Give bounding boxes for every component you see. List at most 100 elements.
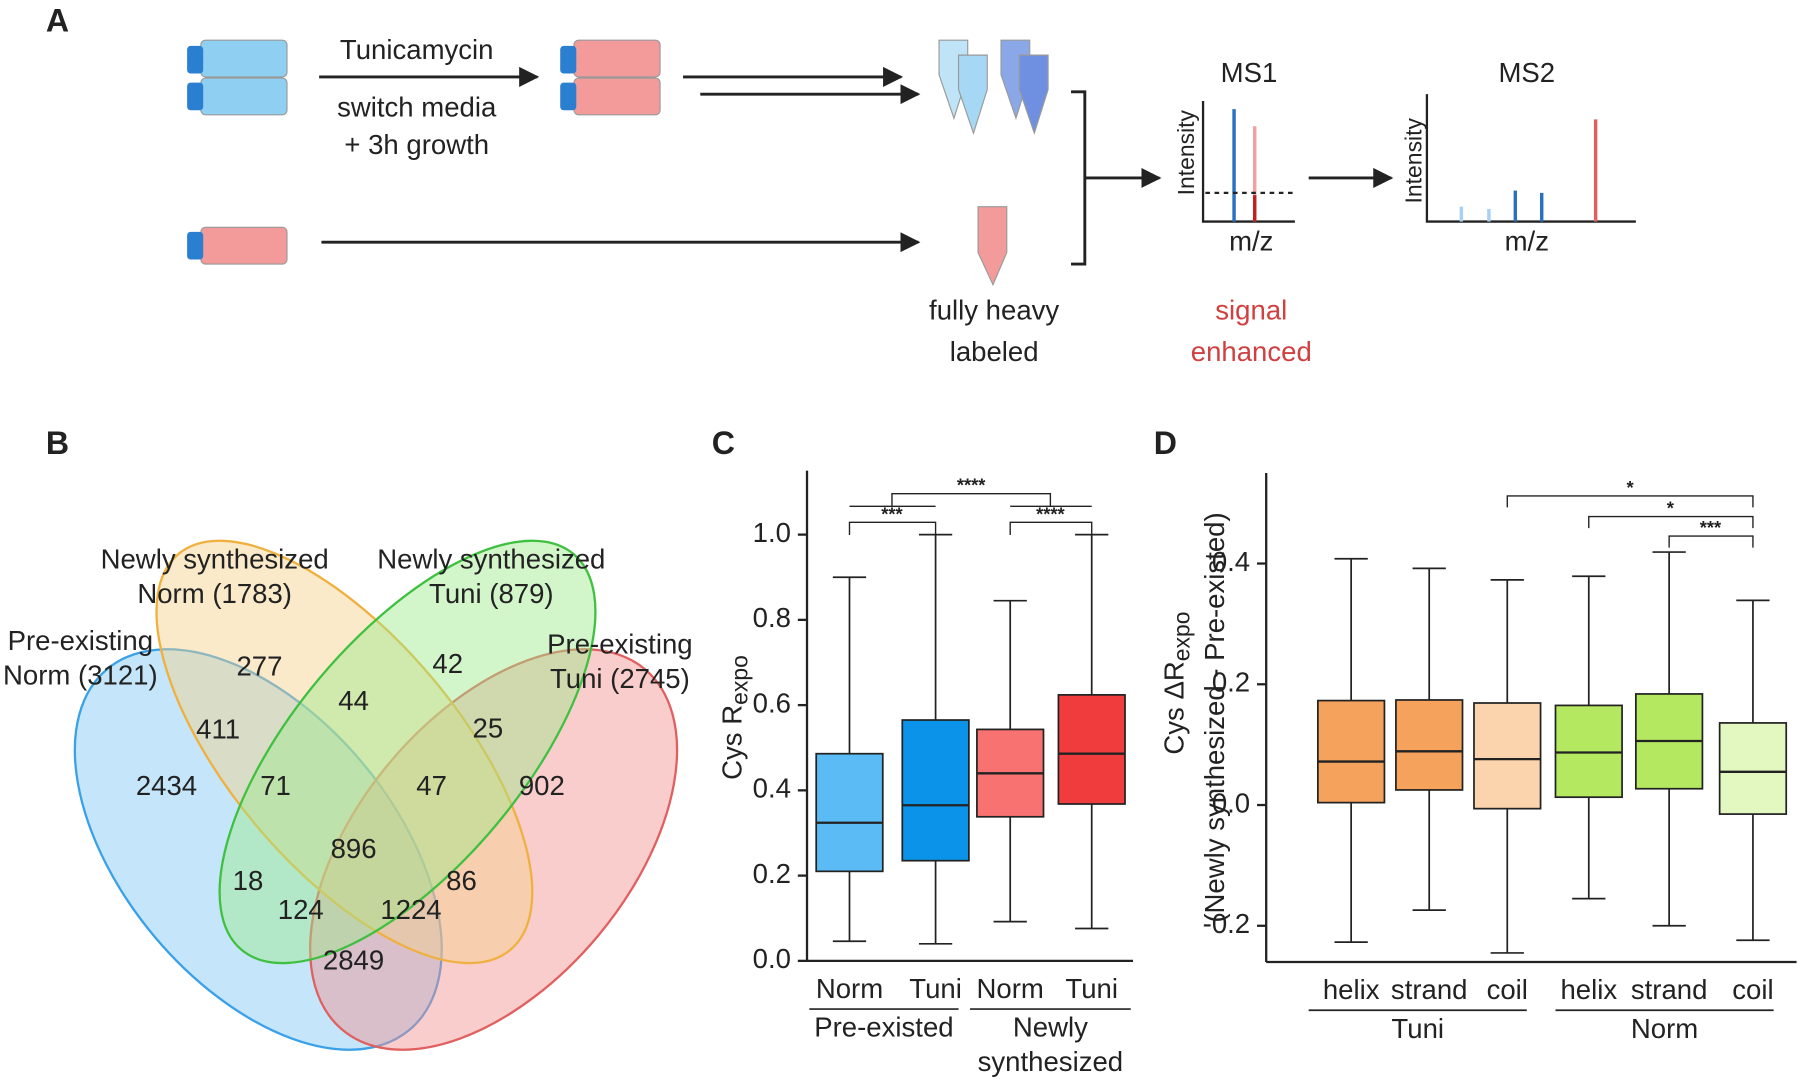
y-axis-label: Cys Rexpo	[717, 655, 753, 780]
y-axis-label: (Newly synthesized - Pre-existed)	[1199, 512, 1230, 922]
set-name: Newly synthesized	[377, 544, 605, 575]
y-tick-label: 0.2	[1212, 667, 1250, 698]
box	[1554, 704, 1623, 799]
box	[1057, 694, 1126, 805]
venn-count: 25	[473, 712, 504, 743]
x-tick-label: Tuni	[909, 973, 962, 1004]
set-size: Norm (3121)	[3, 660, 158, 691]
y-axis-label: Cys ΔRexpo	[1159, 611, 1195, 754]
group-label: Newly synthesized	[977, 1012, 1124, 1078]
set-size: Norm (1783)	[137, 578, 292, 609]
label: MS2	[1498, 57, 1555, 88]
panel-letter: C	[712, 425, 735, 461]
set-size: Tuni (2745)	[550, 663, 690, 694]
tubes	[938, 39, 1049, 287]
axis-label: m/z	[1505, 226, 1549, 257]
x-tick-label: Norm	[977, 973, 1044, 1004]
box	[1316, 699, 1386, 804]
y-tick-label: 0.0	[753, 943, 791, 974]
x-tick-label: Norm	[816, 973, 883, 1004]
venn-ellipses	[73, 539, 679, 1051]
significance: *	[1627, 477, 1635, 498]
y-axis-label-main: Cys ΔR	[1159, 661, 1190, 754]
set-name: Newly synthesized	[101, 544, 329, 575]
venn-count: 1224	[380, 894, 441, 925]
arrows	[319, 66, 1394, 266]
set-name: Pre-existing	[8, 625, 153, 656]
venn-count: 86	[446, 865, 477, 896]
venn-count: 896	[331, 833, 377, 864]
box	[1395, 699, 1464, 791]
venn-count: 411	[196, 714, 240, 745]
venn-count: 277	[236, 650, 282, 681]
y-tick-label: 0.0	[1212, 787, 1250, 818]
label: MS1	[1221, 57, 1278, 88]
bracket	[1588, 515, 1754, 529]
label: labeled	[950, 336, 1039, 367]
x-tick-label: helix	[1323, 974, 1380, 1005]
y-axis-label-main: Cys R	[717, 705, 748, 780]
set-size: Tuni (879)	[429, 578, 554, 609]
significance: *	[1667, 498, 1675, 519]
x-tick-label: strand	[1391, 974, 1468, 1005]
venn-count: 18	[233, 865, 264, 896]
venn-count: 71	[260, 770, 291, 801]
box	[815, 752, 884, 873]
y-tick-label: 0.8	[753, 602, 791, 633]
label: + 3h growth	[344, 129, 489, 160]
flasks-red	[187, 39, 661, 265]
set-name: Pre-existing	[547, 629, 692, 660]
label: Tunicamycin	[340, 34, 494, 65]
significance: ****	[957, 475, 986, 496]
venn-count: 2434	[136, 770, 197, 801]
bracket	[1009, 521, 1093, 535]
bracket	[1506, 495, 1754, 508]
y-axis-label-sub: expo	[727, 655, 753, 705]
group-label-box: Tuni	[1391, 1013, 1445, 1045]
y-tick-label: -0.2	[1203, 908, 1250, 939]
venn-count: 124	[278, 894, 324, 925]
box	[1473, 702, 1542, 810]
significance: ***	[1700, 517, 1722, 538]
y-tick-label: 0.6	[753, 687, 791, 718]
group-label: Tuni	[1391, 1013, 1445, 1045]
flasks-blue	[187, 39, 288, 116]
group-label: Norm	[1630, 1013, 1699, 1045]
x-tick-label: helix	[1560, 974, 1617, 1005]
venn-count: 47	[416, 770, 447, 801]
x-tick-label: Tuni	[1065, 973, 1118, 1004]
box	[901, 719, 970, 862]
group-label-box: Norm	[1630, 1013, 1699, 1045]
axis-label: Intensity	[1173, 109, 1199, 195]
significance: ***	[881, 503, 903, 524]
venn-count: 44	[338, 685, 369, 716]
axis-label: m/z	[1229, 226, 1273, 257]
y-axis-label-sub: expo	[1169, 611, 1195, 661]
bracket	[1668, 535, 1754, 548]
group-label-box: Newly synthesized	[977, 1012, 1124, 1078]
axis-label: Intensity	[1400, 117, 1426, 203]
x-tick-label: strand	[1631, 974, 1708, 1005]
panel-letter: A	[46, 2, 69, 38]
y-tick-label: 1.0	[753, 517, 791, 548]
group-label: Pre-existed	[814, 1012, 954, 1044]
y-tick-label: 0.4	[753, 773, 791, 804]
y-tick-label: 0.4	[1212, 546, 1250, 577]
venn-count: 902	[519, 770, 565, 801]
venn-count: 2849	[323, 944, 384, 975]
panel-letter: B	[46, 425, 69, 461]
group-label-box: Pre-existed	[814, 1012, 954, 1044]
box	[1718, 722, 1788, 815]
label: fully heavy	[929, 295, 1059, 326]
venn-count: 42	[432, 648, 463, 679]
label: enhanced	[1191, 336, 1312, 367]
label: switch media	[337, 91, 497, 122]
y-tick-label: 0.2	[753, 858, 791, 889]
bracket	[891, 492, 1052, 507]
bracket	[848, 521, 937, 535]
x-tick-label: coil	[1487, 974, 1528, 1005]
significance: ****	[1036, 503, 1065, 524]
x-tick-label: coil	[1732, 974, 1773, 1005]
panel-letter: D	[1154, 425, 1177, 461]
